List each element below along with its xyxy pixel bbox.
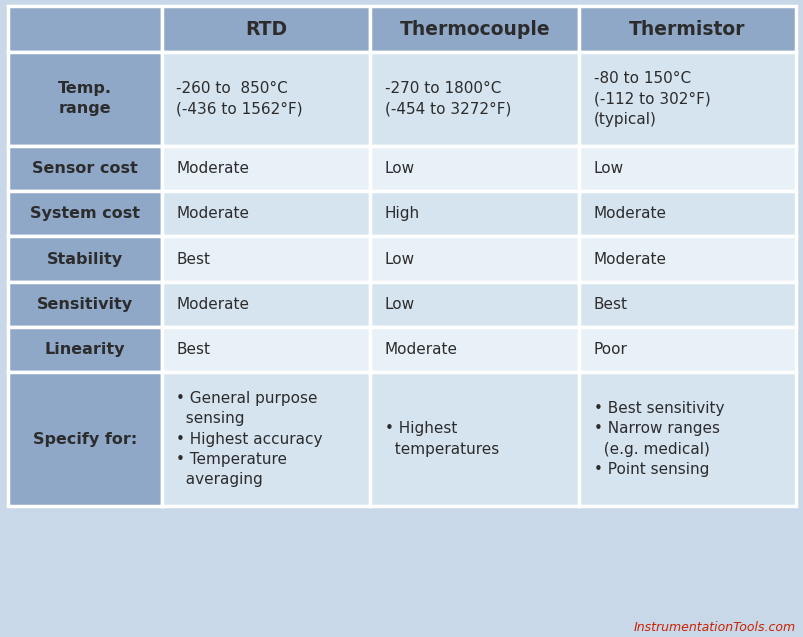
Text: Low: Low (593, 161, 623, 176)
Text: Best: Best (176, 342, 210, 357)
Bar (578, 6, 795, 52)
Bar (161, 327, 370, 373)
Bar (578, 327, 795, 373)
Text: Moderate: Moderate (593, 252, 666, 266)
Bar (161, 6, 370, 52)
Bar (8, 327, 161, 373)
Bar (161, 52, 370, 146)
Text: Stability: Stability (47, 252, 123, 266)
Text: System cost: System cost (30, 206, 140, 221)
Text: -260 to  850°C
(-436 to 1562°F): -260 to 850°C (-436 to 1562°F) (176, 81, 303, 117)
Bar (161, 191, 370, 236)
Bar (578, 236, 795, 282)
Text: • Best sensitivity
• Narrow ranges
  (e.g. medical)
• Point sensing: • Best sensitivity • Narrow ranges (e.g.… (593, 401, 724, 477)
Text: -270 to 1800°C
(-454 to 3272°F): -270 to 1800°C (-454 to 3272°F) (385, 81, 511, 117)
Text: Low: Low (385, 252, 414, 266)
Bar (370, 146, 578, 191)
Bar (161, 282, 370, 327)
Text: Moderate: Moderate (176, 206, 249, 221)
Bar (578, 373, 795, 506)
Bar (8, 236, 161, 282)
Text: Best: Best (176, 252, 210, 266)
Text: Moderate: Moderate (176, 161, 249, 176)
Text: Thermocouple: Thermocouple (399, 20, 549, 39)
Bar (161, 373, 370, 506)
Text: Best: Best (593, 297, 627, 312)
Bar (161, 236, 370, 282)
Bar (578, 146, 795, 191)
Text: Poor: Poor (593, 342, 627, 357)
Text: Sensitivity: Sensitivity (37, 297, 132, 312)
Bar (370, 236, 578, 282)
Bar (370, 52, 578, 146)
Text: Low: Low (385, 161, 414, 176)
Bar (370, 191, 578, 236)
Text: • Highest
  temperatures: • Highest temperatures (385, 421, 499, 457)
Bar (578, 282, 795, 327)
Bar (8, 282, 161, 327)
Bar (370, 327, 578, 373)
Bar (8, 373, 161, 506)
Text: Thermistor: Thermistor (629, 20, 745, 39)
Bar (578, 191, 795, 236)
Bar (8, 6, 161, 52)
Bar (370, 6, 578, 52)
Text: Moderate: Moderate (176, 297, 249, 312)
Text: Sensor cost: Sensor cost (32, 161, 137, 176)
Text: -80 to 150°C
(-112 to 302°F)
(typical): -80 to 150°C (-112 to 302°F) (typical) (593, 71, 710, 127)
Text: Moderate: Moderate (385, 342, 458, 357)
Bar (8, 191, 161, 236)
Bar (578, 52, 795, 146)
Text: • General purpose
  sensing
• Highest accuracy
• Temperature
  averaging: • General purpose sensing • Highest accu… (176, 390, 322, 487)
Text: RTD: RTD (245, 20, 287, 39)
Bar (370, 373, 578, 506)
Text: Moderate: Moderate (593, 206, 666, 221)
Text: Specify for:: Specify for: (33, 431, 137, 447)
Bar (8, 52, 161, 146)
Bar (370, 282, 578, 327)
Text: InstrumentationTools.com: InstrumentationTools.com (633, 621, 795, 634)
Text: Temp.
range: Temp. range (58, 82, 112, 116)
Text: Low: Low (385, 297, 414, 312)
Bar (8, 146, 161, 191)
Text: Linearity: Linearity (44, 342, 125, 357)
Text: High: High (385, 206, 419, 221)
Bar (161, 146, 370, 191)
